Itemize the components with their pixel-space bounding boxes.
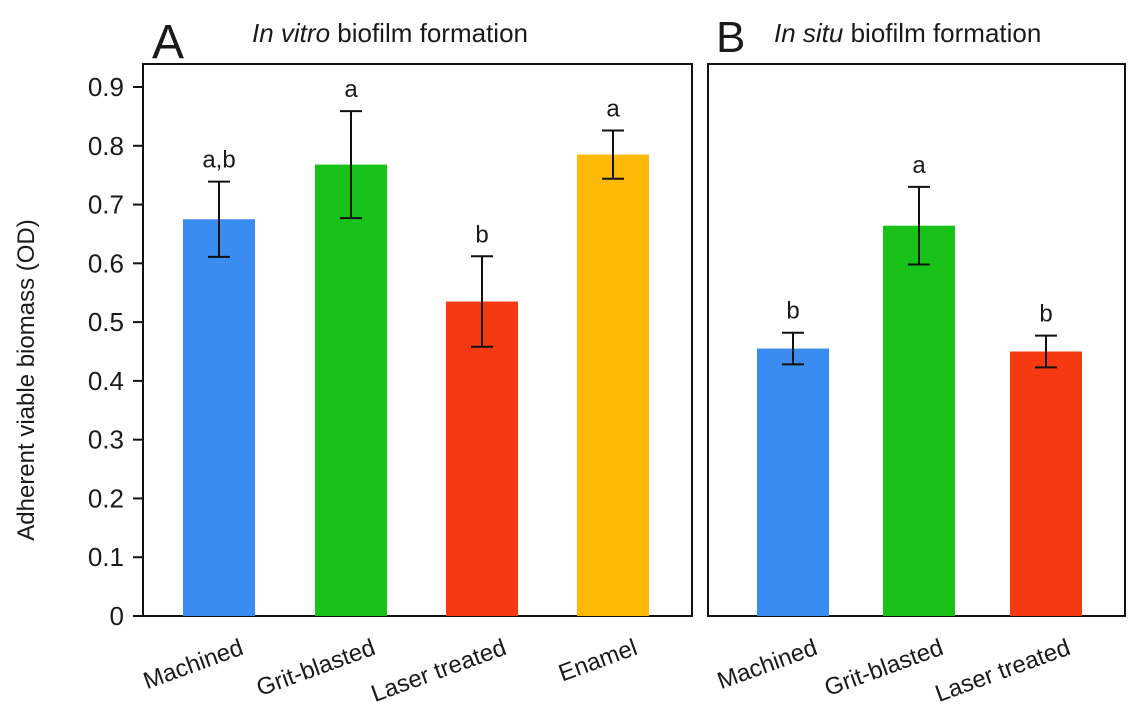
significance-letter-b-grit-blasted: a [912, 152, 926, 179]
y-tick-label-8: 0.8 [88, 131, 124, 161]
y-tick-label-7: 0.7 [88, 190, 124, 220]
bar-b-machined [757, 348, 829, 616]
panel-a-letter: A [152, 16, 184, 69]
panel-a: A In vitro biofilm formation 00.10.20.30… [88, 16, 693, 708]
category-label-b-grit-blasted: Grit-blasted [821, 634, 947, 702]
panel-b-title-rest: biofilm formation [843, 18, 1041, 48]
significance-letter-b-laser-treated: b [1039, 301, 1052, 328]
y-tick-label-9: 0.9 [88, 72, 124, 102]
significance-letter-a-enamel: a [606, 95, 620, 122]
panel-a-title-rest: biofilm formation [330, 18, 528, 48]
panel-b-marks: b Machined a Grit-blasted b Laser treated [714, 152, 1082, 708]
panel-a-frame [142, 63, 693, 617]
significance-letter-b-machined: b [786, 298, 799, 325]
category-label-a-grit-blasted: Grit-blasted [253, 634, 379, 702]
significance-letter-a-laser-treated: b [475, 221, 488, 248]
panel-b-title-italic: In situ [774, 18, 843, 48]
panel-b-title: In situ biofilm formation [774, 18, 1041, 48]
significance-letter-a-grit-blasted: a [344, 76, 358, 103]
significance-letter-a-machined: a,b [202, 147, 235, 174]
panel-a-marks: a,b Machined a Grit-blasted b Laser treated a E… [140, 76, 649, 708]
panel-a-title-italic: In vitro [252, 18, 330, 48]
panel-b-letter: B [716, 13, 745, 62]
y-axis-label: Adherent viable biomass (OD) [13, 219, 40, 540]
bar-a-enamel [577, 154, 649, 616]
y-tick-label-5: 0.5 [88, 307, 124, 337]
bar-b-grit-blasted [883, 225, 955, 616]
panel-b: B In situ biofilm formation b Machined a Gr… [707, 13, 1126, 708]
bar-b-laser-treated [1010, 351, 1082, 616]
category-label-a-laser-treated: Laser treated [368, 634, 510, 708]
category-label-a-machined: Machined [140, 634, 247, 695]
bar-a-machined [183, 219, 255, 616]
category-label-a-enamel: Enamel [555, 634, 641, 687]
y-tick-label-6: 0.6 [88, 248, 124, 278]
y-tick-label-2: 0.2 [88, 483, 124, 513]
panel-a-title: In vitro biofilm formation [252, 18, 528, 48]
y-tick-label-4: 0.4 [88, 366, 124, 396]
y-tick-label-1: 0.1 [88, 542, 124, 572]
y-tick-label-3: 0.3 [88, 425, 124, 455]
category-label-b-laser-treated: Laser treated [932, 634, 1074, 708]
bar-a-laser-treated [446, 301, 518, 616]
bar-a-grit-blasted [315, 164, 387, 616]
y-tick-label-0: 0 [110, 601, 124, 631]
category-label-b-machined: Machined [714, 634, 821, 695]
panel-a-y-axis: 0 0.1 0.2 0.3 0.4 0.5 0.6 0.7 0.8 0.9 [88, 72, 143, 631]
